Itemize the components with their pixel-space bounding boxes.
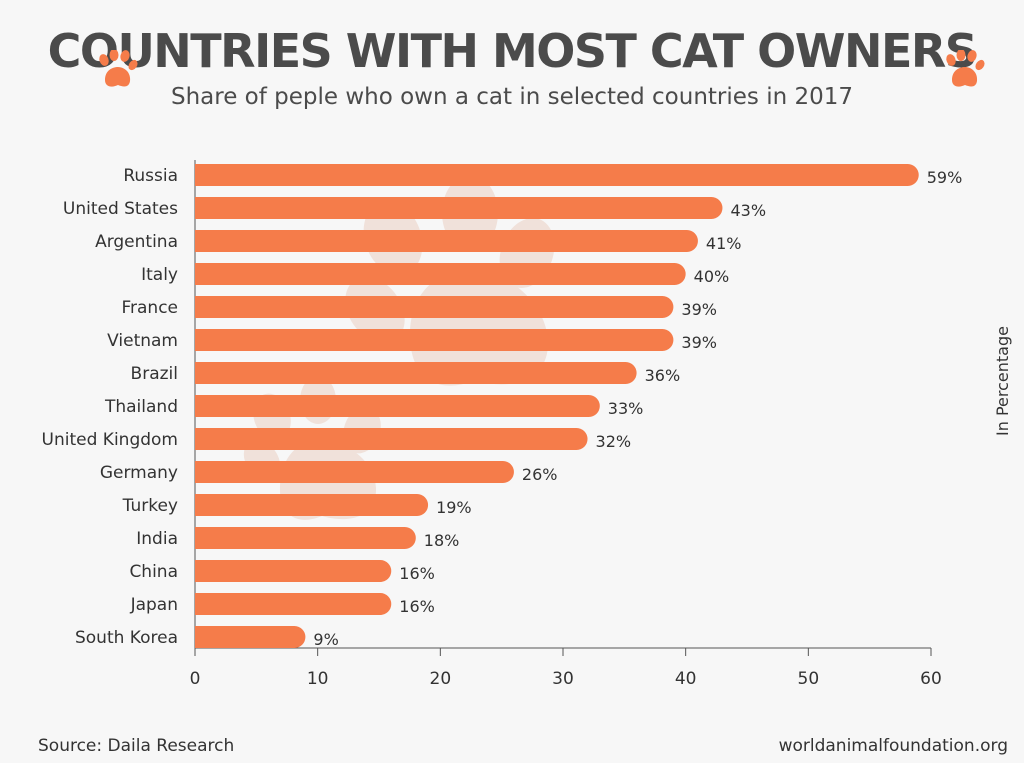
value-label: 59%: [927, 168, 963, 187]
category-label: Italy: [141, 265, 178, 285]
value-label: 39%: [681, 333, 717, 352]
paw-icon: [99, 50, 138, 87]
category-label: Brazil: [131, 364, 178, 384]
bar: [195, 626, 306, 648]
source-note: Source: Daila Research: [38, 736, 235, 756]
website-credit: worldanimalfoundation.org: [778, 736, 1008, 756]
bar: [195, 329, 674, 351]
category-label: Vietnam: [107, 331, 178, 351]
bar: [195, 494, 429, 516]
category-label: Argentina: [95, 232, 178, 252]
value-label: 18%: [424, 531, 460, 550]
value-label: 32%: [596, 432, 632, 451]
value-label: 9%: [313, 630, 338, 649]
bar: [195, 560, 392, 582]
category-label: United States: [63, 199, 178, 219]
y-axis-label: In Percentage: [993, 326, 1012, 436]
category-label: United Kingdom: [42, 430, 178, 450]
x-tick-label: 50: [798, 669, 820, 689]
bar: [195, 395, 600, 417]
bar: [195, 164, 919, 186]
x-tick-label: 60: [920, 669, 942, 689]
x-tick-label: 10: [307, 669, 329, 689]
bar: [195, 593, 392, 615]
value-label: 43%: [730, 201, 766, 220]
value-label: 26%: [522, 465, 558, 484]
bar: [195, 263, 686, 285]
bar: [195, 197, 723, 219]
bar: [195, 296, 674, 318]
bar: [195, 428, 588, 450]
category-label: France: [121, 298, 178, 318]
category-label: Japan: [130, 595, 178, 615]
category-label: South Korea: [75, 628, 178, 648]
value-label: 39%: [681, 300, 717, 319]
x-tick-label: 40: [675, 669, 697, 689]
value-label: 33%: [608, 399, 644, 418]
value-label: 40%: [694, 267, 730, 286]
value-label: 19%: [436, 498, 472, 517]
chart-title: COUNTRIES WITH MOST CAT OWNERS: [47, 24, 978, 78]
x-tick-label: 30: [552, 669, 574, 689]
paw-icon: [946, 50, 985, 87]
category-label: Germany: [100, 463, 178, 483]
bar: [195, 230, 698, 252]
category-label: Russia: [123, 166, 178, 186]
x-tick-label: 0: [190, 669, 201, 689]
x-tick-label: 20: [430, 669, 452, 689]
bar: [195, 461, 514, 483]
value-label: 36%: [645, 366, 681, 385]
category-label: Thailand: [104, 397, 178, 417]
chart-subtitle: Share of peple who own a cat in selected…: [170, 84, 854, 110]
value-label: 41%: [706, 234, 742, 253]
value-label: 16%: [399, 597, 435, 616]
value-label: 16%: [399, 564, 435, 583]
bar: [195, 527, 416, 549]
category-label: India: [136, 529, 178, 549]
category-label: Turkey: [122, 496, 178, 516]
bar: [195, 362, 637, 384]
category-label: China: [129, 562, 178, 582]
